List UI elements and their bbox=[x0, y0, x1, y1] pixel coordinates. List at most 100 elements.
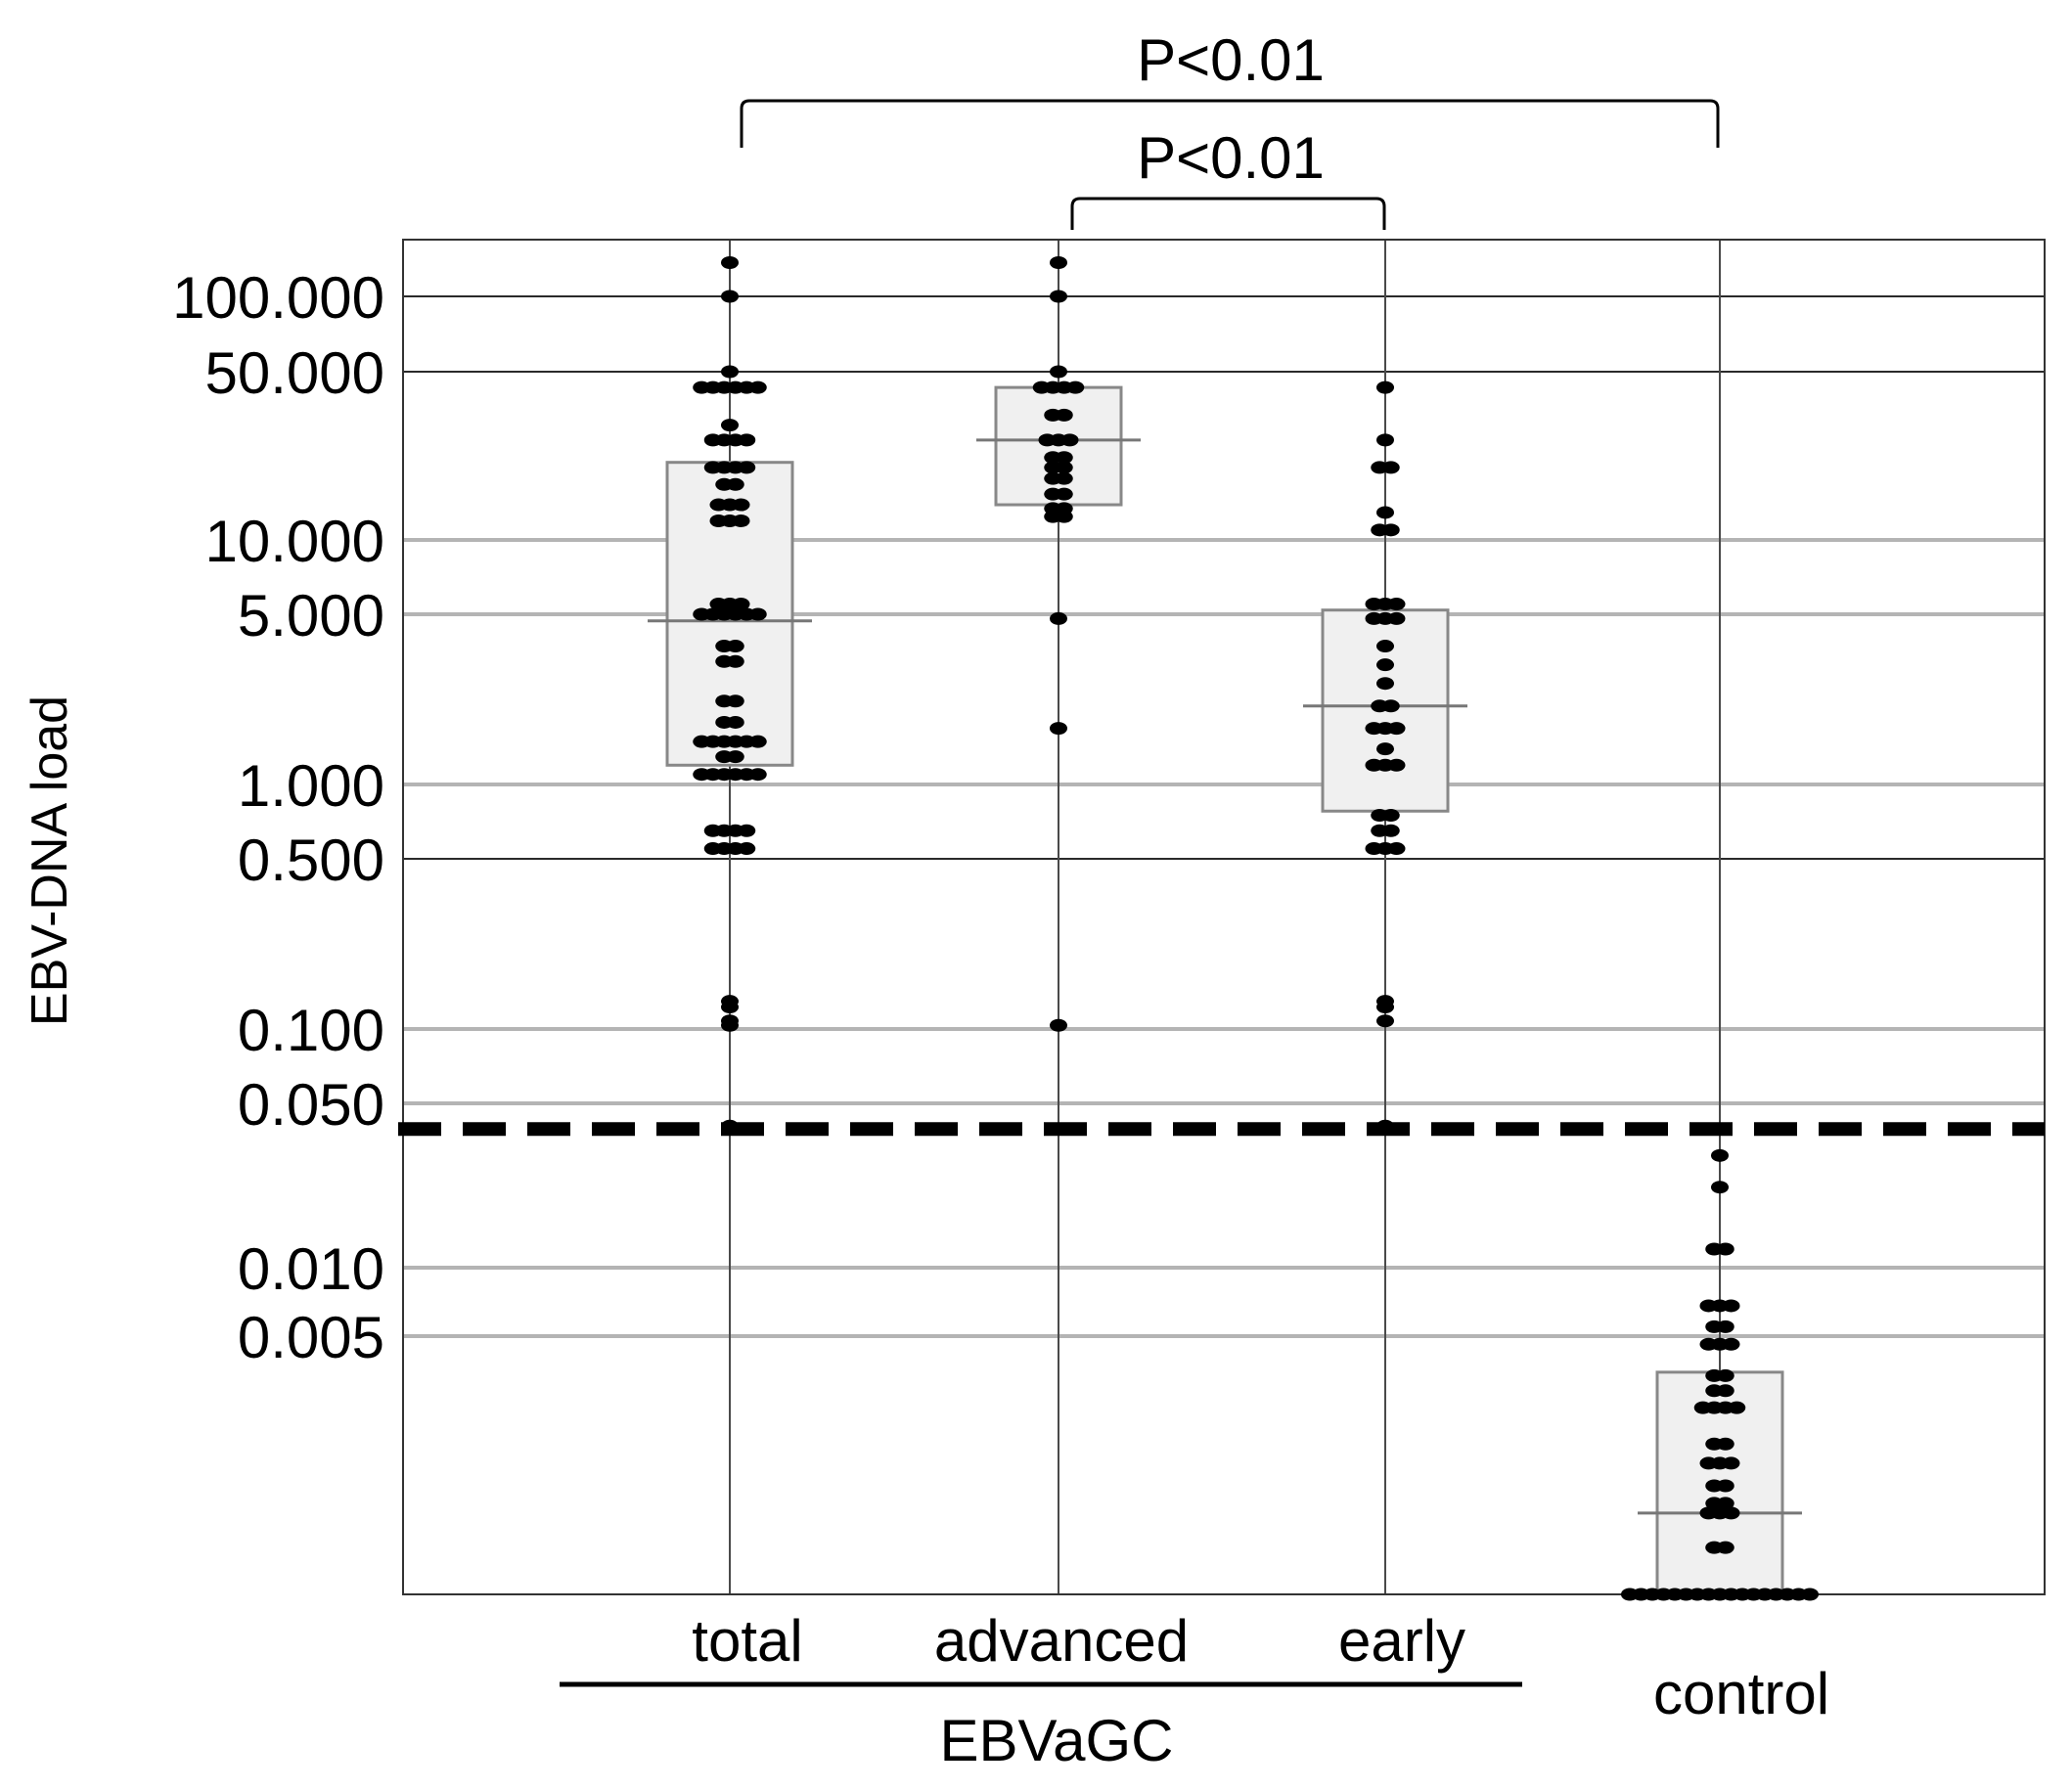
data-point-control bbox=[1722, 1506, 1740, 1520]
y-tick-label: 10.000 bbox=[204, 509, 384, 574]
y-axis-ticks: 100.000 50.000 10.000 5.000 1.000 0.500 0.100 0… bbox=[172, 265, 384, 1370]
data-point-total bbox=[738, 824, 756, 837]
data-point-early bbox=[1381, 699, 1400, 713]
data-point-total bbox=[738, 842, 756, 856]
data-point-total bbox=[732, 598, 750, 611]
data-point-advanced bbox=[1050, 290, 1067, 303]
data-point-advanced bbox=[1050, 365, 1067, 379]
data-point-early bbox=[1376, 640, 1394, 653]
data-point-total bbox=[721, 1119, 739, 1133]
data-point-control bbox=[1801, 1588, 1819, 1601]
data-point-advanced bbox=[1050, 256, 1067, 270]
y-tick-label: 100.000 bbox=[172, 265, 384, 331]
data-point-early bbox=[1376, 658, 1394, 672]
box-layer bbox=[648, 385, 1802, 1596]
data-point-total bbox=[721, 419, 739, 432]
p-value-label: P<0.01 bbox=[1137, 27, 1325, 93]
data-point-total bbox=[721, 1018, 739, 1032]
data-point-control bbox=[1716, 1541, 1734, 1554]
data-point-total bbox=[732, 515, 750, 528]
significance-bracket bbox=[1070, 197, 1386, 230]
data-point-control bbox=[1711, 1148, 1729, 1162]
data-point-advanced bbox=[1055, 510, 1073, 523]
data-point-early bbox=[1381, 824, 1400, 837]
y-tick-label: 0.005 bbox=[238, 1305, 384, 1370]
category-label-total: total bbox=[692, 1608, 802, 1674]
data-point-advanced bbox=[1066, 380, 1085, 394]
y-tick-label: 1.000 bbox=[238, 753, 384, 819]
y-tick-label: 0.050 bbox=[238, 1072, 384, 1138]
data-point-total bbox=[726, 750, 744, 764]
data-point-control bbox=[1716, 1437, 1734, 1451]
data-point-early bbox=[1387, 842, 1406, 856]
data-point-advanced bbox=[1055, 487, 1073, 501]
y-tick-label: 5.000 bbox=[238, 583, 384, 649]
data-point-early bbox=[1387, 598, 1406, 611]
data-point-total bbox=[738, 433, 756, 447]
data-point-control bbox=[1716, 1384, 1734, 1398]
data-point-total bbox=[748, 735, 767, 748]
data-point-advanced bbox=[1055, 451, 1073, 465]
data-point-control bbox=[1716, 1479, 1734, 1493]
x-axis-categories: total advanced early control bbox=[692, 1608, 1829, 1726]
dot-layer bbox=[693, 256, 1819, 1601]
data-point-early bbox=[1376, 1014, 1394, 1028]
data-point-early bbox=[1376, 433, 1394, 447]
data-point-total bbox=[721, 365, 739, 379]
data-point-total bbox=[721, 256, 739, 270]
data-point-total bbox=[732, 498, 750, 512]
data-point-control bbox=[1722, 1456, 1740, 1470]
data-point-total bbox=[748, 607, 767, 621]
data-point-total bbox=[721, 1001, 739, 1014]
data-point-total bbox=[738, 461, 756, 474]
data-point-advanced bbox=[1050, 722, 1067, 736]
significance-bracket bbox=[740, 99, 1720, 148]
category-label-advanced: advanced bbox=[934, 1608, 1189, 1674]
data-point-control bbox=[1716, 1497, 1734, 1510]
plot-frame bbox=[402, 239, 2046, 1595]
data-point-early bbox=[1387, 758, 1406, 772]
data-point-control bbox=[1716, 1242, 1734, 1256]
data-point-early bbox=[1376, 380, 1394, 394]
frame-layer bbox=[402, 239, 2046, 1595]
data-point-control bbox=[1722, 1337, 1740, 1351]
category-label-early: early bbox=[1338, 1608, 1465, 1674]
y-tick-label: 0.500 bbox=[238, 828, 384, 893]
data-point-total bbox=[726, 694, 744, 708]
data-point-early bbox=[1381, 461, 1400, 474]
data-point-advanced bbox=[1050, 611, 1067, 625]
data-point-total bbox=[726, 715, 744, 729]
data-point-advanced bbox=[1055, 461, 1073, 474]
data-point-control bbox=[1728, 1401, 1746, 1414]
group-label-ebvagc: EBVaGC bbox=[940, 1708, 1174, 1773]
data-point-total bbox=[726, 654, 744, 668]
data-point-early bbox=[1387, 722, 1406, 736]
y-axis-label: EBV-DNA load bbox=[22, 695, 78, 1026]
data-point-early bbox=[1376, 1001, 1394, 1014]
data-point-advanced bbox=[1055, 471, 1073, 485]
data-point-total bbox=[748, 380, 767, 394]
category-label-control: control bbox=[1653, 1661, 1829, 1726]
data-point-early bbox=[1376, 1119, 1394, 1133]
data-point-early bbox=[1381, 809, 1400, 823]
data-point-control bbox=[1716, 1320, 1734, 1333]
data-point-early bbox=[1376, 677, 1394, 691]
data-point-total bbox=[726, 640, 744, 653]
data-point-advanced bbox=[1060, 433, 1079, 447]
data-point-early bbox=[1381, 523, 1400, 537]
data-point-total bbox=[726, 477, 744, 491]
data-point-control bbox=[1722, 1299, 1740, 1313]
data-point-control bbox=[1716, 1368, 1734, 1382]
data-point-control bbox=[1711, 1181, 1729, 1194]
data-point-advanced bbox=[1050, 1018, 1067, 1032]
significance-annotations: P<0.01 P<0.01 bbox=[740, 27, 1720, 230]
y-tick-label: 50.000 bbox=[204, 340, 384, 406]
data-point-total bbox=[721, 290, 739, 303]
data-point-total bbox=[748, 768, 767, 782]
data-point-advanced bbox=[1055, 408, 1073, 422]
y-tick-label: 0.010 bbox=[238, 1236, 384, 1302]
data-point-early bbox=[1376, 742, 1394, 756]
grid-layer bbox=[403, 240, 2045, 1594]
y-tick-label: 0.100 bbox=[238, 998, 384, 1063]
